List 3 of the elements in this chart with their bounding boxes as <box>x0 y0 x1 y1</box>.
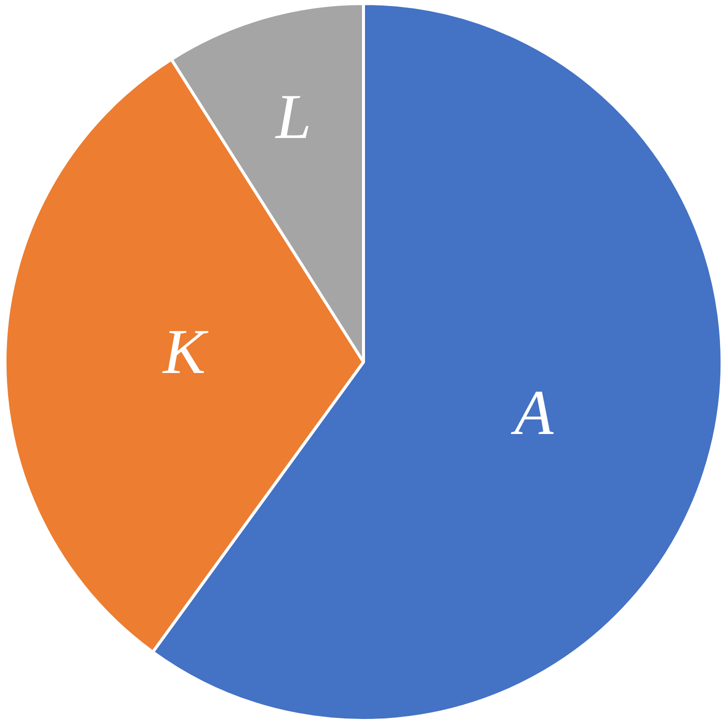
slice-label: K <box>162 316 209 388</box>
slice-label: A <box>510 377 554 448</box>
slice-label: L <box>274 80 312 152</box>
